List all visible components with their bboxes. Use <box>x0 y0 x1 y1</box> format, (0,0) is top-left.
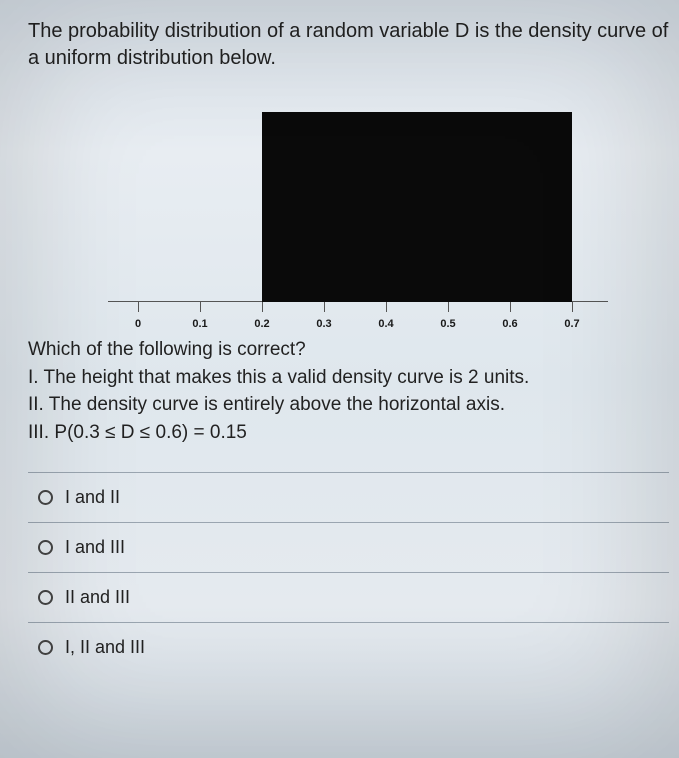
chart-tick-label: 0 <box>135 318 141 330</box>
chart-tick-label: 0.2 <box>254 318 269 330</box>
chart-tick <box>572 302 573 312</box>
statement-1: I. The height that makes this a valid de… <box>28 364 669 392</box>
statement-3: III. P(0.3 ≤ D ≤ 0.6) = 0.15 <box>28 419 669 447</box>
radio-icon <box>38 540 53 555</box>
chart-tick-label: 0.5 <box>440 318 455 330</box>
option-label: II and III <box>65 587 130 608</box>
chart-tick <box>510 302 511 312</box>
option-label: I, II and III <box>65 637 145 658</box>
chart-tick <box>138 302 139 312</box>
chart-tick <box>262 302 263 312</box>
statement-2: II. The density curve is entirely above … <box>28 391 669 419</box>
option-row[interactable]: I and III <box>28 522 669 572</box>
option-row[interactable]: I and II <box>28 472 669 522</box>
density-chart: 0 0.1 0.2 0.3 0.4 0.5 0.6 0.7 <box>108 90 608 330</box>
chart-tick-label: 0.3 <box>316 318 331 330</box>
option-row[interactable]: I, II and III <box>28 622 669 672</box>
radio-icon <box>38 490 53 505</box>
chart-tick-label: 0.1 <box>192 318 207 330</box>
chart-tick-label: 0.4 <box>378 318 393 330</box>
option-row[interactable]: II and III <box>28 572 669 622</box>
radio-icon <box>38 640 53 655</box>
chart-tick <box>200 302 201 312</box>
radio-icon <box>38 590 53 605</box>
chart-tick <box>448 302 449 312</box>
sub-question: Which of the following is correct? <box>28 336 669 364</box>
chart-tick-label: 0.7 <box>564 318 579 330</box>
chart-tick <box>386 302 387 312</box>
options-list: I and II I and III II and III I, II and … <box>28 472 669 672</box>
chart-tick-label: 0.6 <box>502 318 517 330</box>
chart-tick <box>324 302 325 312</box>
option-label: I and III <box>65 537 125 558</box>
option-label: I and II <box>65 487 120 508</box>
question-prompt: The probability distribution of a random… <box>28 18 669 72</box>
density-bar <box>262 112 572 302</box>
